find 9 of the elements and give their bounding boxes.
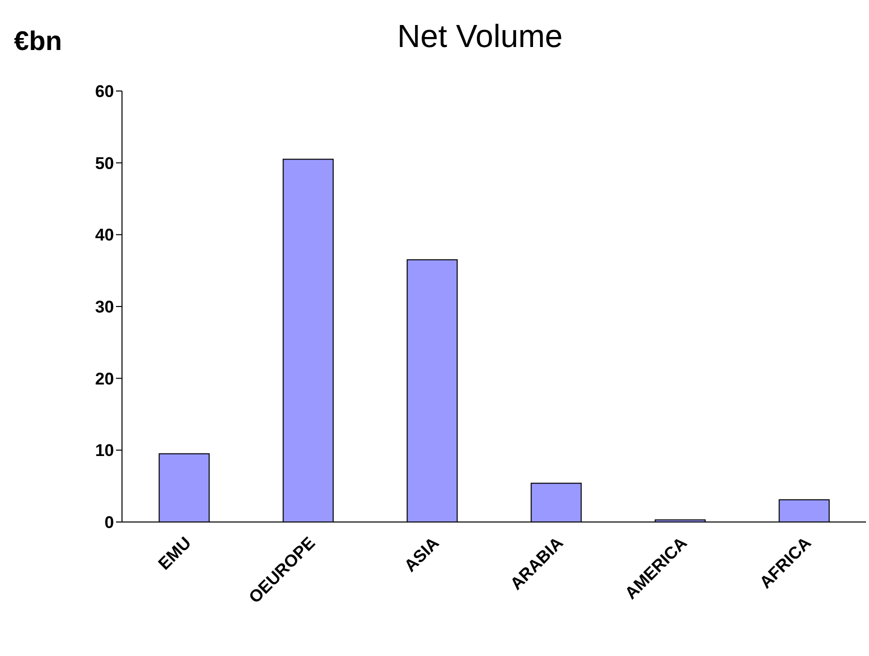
y-axis-title: €bn (14, 26, 62, 57)
y-tick-label: 40 (95, 226, 114, 245)
y-tick-label: 0 (104, 513, 114, 532)
chart-title: Net Volume (396, 18, 564, 55)
y-tick-label: 30 (95, 298, 114, 317)
y-tick-label: 50 (95, 154, 114, 173)
y-tick-label: 20 (95, 369, 114, 388)
y-tick-label: 10 (95, 441, 114, 460)
y-tick-label: 60 (95, 82, 114, 102)
